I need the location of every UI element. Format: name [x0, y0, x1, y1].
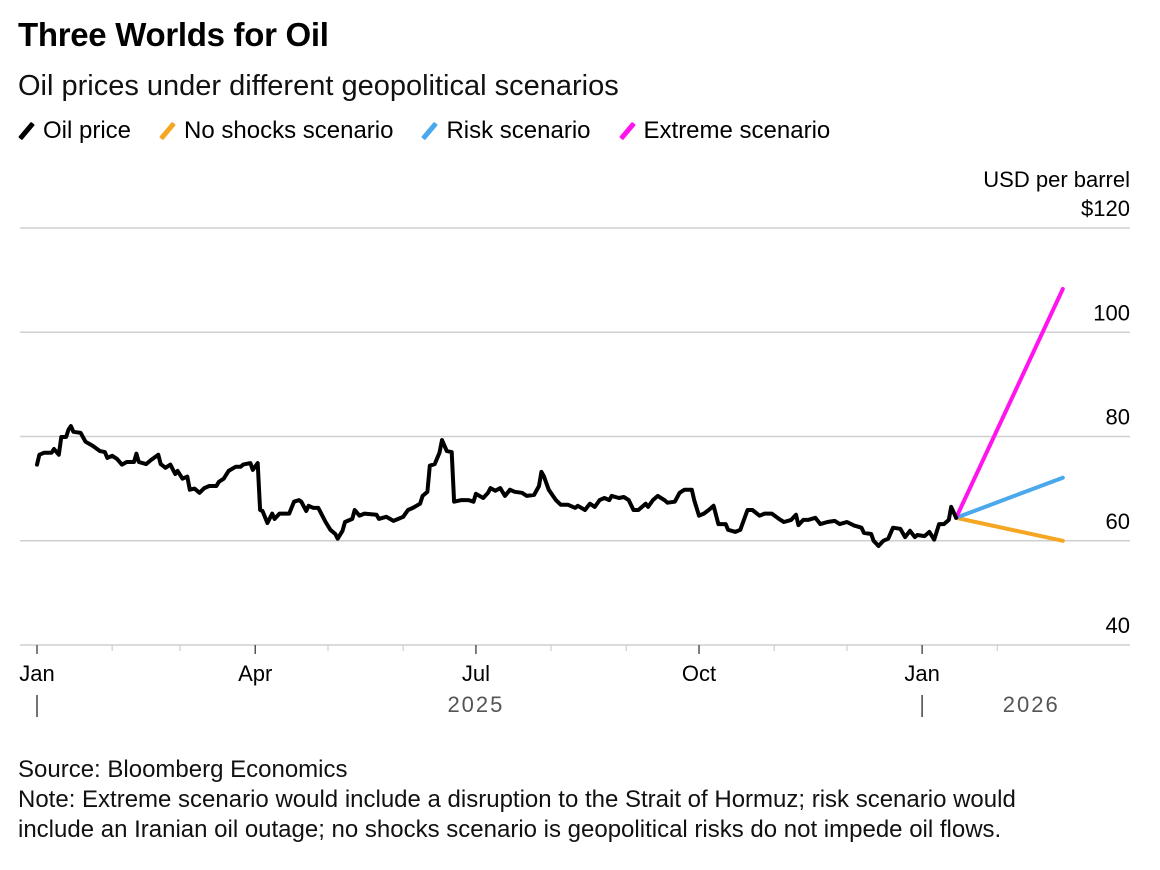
y-tick-label: 40: [1106, 613, 1130, 638]
legend-item-no-shocks: No shocks scenario: [159, 117, 393, 145]
legend-item-oil-price: Oil price: [18, 117, 131, 145]
legend-label: Extreme scenario: [643, 117, 831, 144]
legend-label: Oil price: [43, 117, 132, 144]
chart-title: Three Worlds for Oil: [18, 16, 329, 53]
y-tick-label: 100: [1093, 300, 1130, 325]
chart-plot: USD per barrel $120 100 80 60 40 Jan Apr Jul Oct…: [19, 167, 1130, 717]
x-tick-label: Oct: [682, 661, 716, 686]
chart-subtitle: Oil prices under different geopolitical …: [18, 70, 619, 102]
year-label: 2025: [447, 692, 504, 717]
x-tick-label: Jan: [904, 661, 939, 686]
x-tick-label: Jul: [462, 661, 490, 686]
series-line-extreme-scenario: [954, 287, 1065, 520]
x-tick-label: Apr: [238, 661, 272, 686]
legend-item-extreme: Extreme scenario: [618, 117, 831, 145]
source-note: Source: Bloomberg Economics: [18, 756, 348, 783]
footer: Source: Bloomberg Economics Note: Extrem…: [18, 755, 1016, 845]
legend: Oil price No shocks scenario Risk scenar…: [18, 117, 858, 145]
series-line-no-shocks-scenario: [954, 515, 1065, 543]
x-tick-label: Jan: [19, 661, 54, 686]
y-axis-unit-label: USD per barrel: [983, 167, 1130, 192]
year-label: 2026: [1003, 692, 1060, 717]
note-line-2: include an Iranian oil outage; no shocks…: [18, 816, 1002, 843]
y-tick-label: 80: [1106, 405, 1130, 430]
legend-label: Risk scenario: [446, 117, 591, 144]
y-tick-label: $120: [1081, 196, 1130, 221]
legend-item-risk: Risk scenario: [421, 117, 591, 145]
note-line-1: Note: Extreme scenario would include a d…: [18, 786, 1016, 813]
legend-label: No shocks scenario: [184, 117, 394, 144]
series-line-risk-scenario: [954, 475, 1065, 520]
y-tick-label: 60: [1106, 509, 1130, 534]
series-line-oil-price: [35, 424, 959, 548]
